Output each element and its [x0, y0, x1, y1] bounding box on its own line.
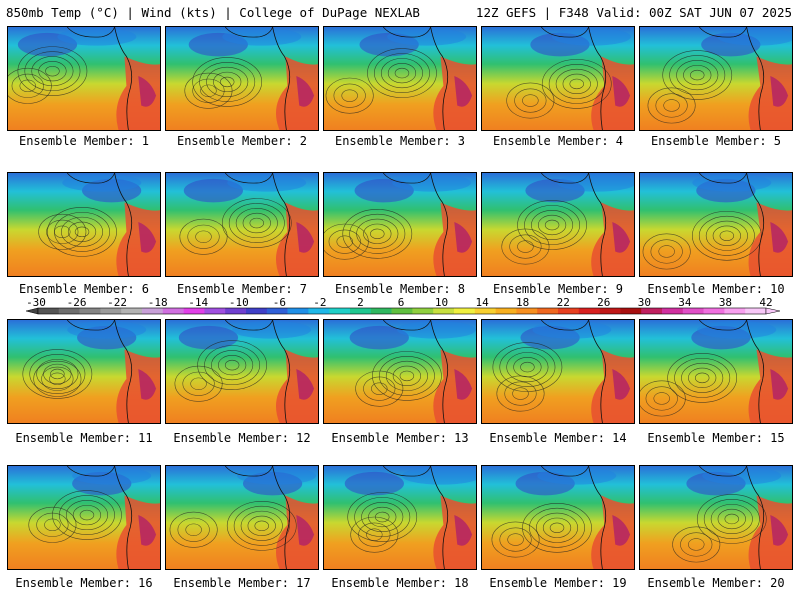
colorbar-segment: [391, 308, 413, 314]
colorbar-segment: [703, 308, 725, 314]
header-title: 850mb Temp (°C) | Wind (kts) | College o…: [6, 5, 420, 20]
ensemble-member-label: Ensemble Member: 1: [18, 134, 150, 148]
ensemble-member-label: Ensemble Member: 8: [334, 282, 466, 296]
ensemble-member-label: Ensemble Member: 7: [176, 282, 308, 296]
colorbar-segment: [79, 308, 101, 314]
colorbar-tick-label: -30: [26, 296, 46, 309]
ensemble-member-label: Ensemble Member: 9: [492, 282, 624, 296]
ensemble-member-label: Ensemble Member: 12: [173, 431, 311, 445]
colorbar-tick-label: 26: [597, 296, 610, 309]
colorbar-tick-label: 42: [759, 296, 772, 309]
temperature-colorbar: -30 -26 -22 -18 -14 -10 -6 -2 2 6 10 14 18 22 26 30 34 38…: [25, 296, 781, 315]
ensemble-member-label: Ensemble Member: 17: [173, 576, 311, 590]
colorbar-segment: [495, 308, 517, 314]
ensemble-map-panel: [481, 172, 635, 277]
colorbar-tick-label: -22: [107, 296, 127, 309]
colorbar-segment: [433, 308, 455, 314]
colorbar-tick-label: 10: [435, 296, 448, 309]
ensemble-map-panel: [323, 465, 477, 570]
colorbar-segment: [287, 308, 309, 314]
colorbar-segment: [599, 308, 621, 314]
ensemble-map-panel: [323, 26, 477, 131]
colorbar-tick-label: -10: [229, 296, 249, 309]
colorbar-segment: [558, 308, 580, 314]
ensemble-member-label: Ensemble Member: 15: [647, 431, 785, 445]
ensemble-map-panel: [639, 465, 793, 570]
ensemble-member-label: Ensemble Member: 11: [15, 431, 153, 445]
colorbar-right-arrow: [765, 307, 781, 315]
colorbar-segment: [662, 308, 684, 314]
colorbar-segment: [412, 308, 434, 314]
ensemble-member-label: Ensemble Member: 20: [647, 576, 785, 590]
ensemble-member-label: Ensemble Member: 10: [647, 282, 785, 296]
ensemble-map-panel: [639, 172, 793, 277]
colorbar-tick-label: 2: [357, 296, 364, 309]
colorbar-segment: [350, 308, 372, 314]
colorbar-segment: [620, 308, 642, 314]
colorbar-tick-label: 18: [516, 296, 529, 309]
ensemble-member-label: Ensemble Member: 2: [176, 134, 308, 148]
colorbar-segment: [537, 308, 559, 314]
ensemble-member-label: Ensemble Member: 16: [15, 576, 153, 590]
colorbar-segment: [578, 308, 600, 314]
colorbar-tick-label: -18: [148, 296, 168, 309]
ensemble-map-panel: [323, 319, 477, 424]
ensemble-member-label: Ensemble Member: 3: [334, 134, 466, 148]
ensemble-member-label: Ensemble Member: 5: [650, 134, 782, 148]
ensemble-map-panel: [323, 172, 477, 277]
colorbar-segment: [100, 308, 122, 314]
colorbar-segment: [162, 308, 184, 314]
colorbar-segment: [641, 308, 663, 314]
ensemble-map-panel: [7, 465, 161, 570]
colorbar-segment: [246, 308, 268, 314]
ensemble-map-panel: [481, 465, 635, 570]
colorbar-segment: [370, 308, 392, 314]
colorbar-tick-label: -14: [188, 296, 208, 309]
colorbar-segment: [121, 308, 143, 314]
colorbar-segment: [266, 308, 288, 314]
colorbar-tick-label: -26: [67, 296, 87, 309]
colorbar-tick-label: 6: [398, 296, 405, 309]
colorbar-segment: [682, 308, 704, 314]
ensemble-member-label: Ensemble Member: 13: [331, 431, 469, 445]
ensemble-map-panel: [165, 172, 319, 277]
header-run-info: 12Z GEFS | F348 Valid: 00Z SAT JUN 07 20…: [475, 5, 792, 20]
ensemble-member-label: Ensemble Member: 19: [489, 576, 627, 590]
ensemble-member-label: Ensemble Member: 18: [331, 576, 469, 590]
colorbar-tick-label: 14: [475, 296, 489, 309]
ensemble-map-panel: [481, 319, 635, 424]
ensemble-map-panel: [481, 26, 635, 131]
ensemble-map-panel: [7, 319, 161, 424]
colorbar-tick-label: -2: [313, 296, 326, 309]
colorbar-tick-label: 22: [557, 296, 570, 309]
colorbar-segment: [329, 308, 351, 314]
colorbar-tick-label: 38: [719, 296, 732, 309]
colorbar-segment: [516, 308, 538, 314]
colorbar-segment: [142, 308, 164, 314]
colorbar-tick-label: 34: [678, 296, 692, 309]
colorbar-segment: [724, 308, 746, 314]
ensemble-map-panel: [165, 465, 319, 570]
ensemble-member-label: Ensemble Member: 6: [18, 282, 150, 296]
colorbar-tick-label: -6: [273, 296, 286, 309]
colorbar-segment: [745, 308, 767, 314]
ensemble-map-panel: [165, 319, 319, 424]
colorbar-segment: [204, 308, 226, 314]
colorbar-segment: [183, 308, 205, 314]
ensemble-map-panel: [7, 172, 161, 277]
colorbar-segment: [38, 308, 60, 314]
colorbar-segment: [308, 308, 330, 314]
ensemble-map-panel: [7, 26, 161, 131]
colorbar-tick-label: 30: [638, 296, 651, 309]
colorbar-segment: [474, 308, 496, 314]
ensemble-map-panel: [165, 26, 319, 131]
colorbar-segment: [58, 308, 80, 314]
colorbar-segment: [225, 308, 247, 314]
ensemble-member-label: Ensemble Member: 14: [489, 431, 627, 445]
ensemble-map-panel: [639, 319, 793, 424]
colorbar-segment: [454, 308, 476, 314]
ensemble-member-label: Ensemble Member: 4: [492, 134, 624, 148]
ensemble-map-panel: [639, 26, 793, 131]
